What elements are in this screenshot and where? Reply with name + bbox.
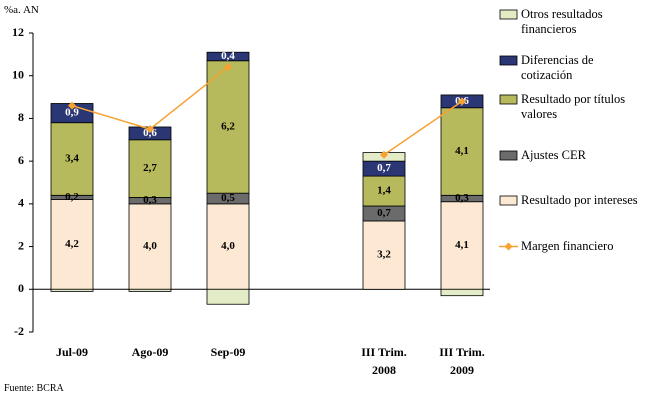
- bar-segment: [128, 203, 172, 290]
- bar-segment: [50, 199, 94, 290]
- bar-segment: [362, 175, 406, 207]
- value-label: 4,1: [455, 145, 469, 157]
- y-tick-label: 0: [18, 281, 24, 295]
- value-label: 4,2: [65, 238, 79, 250]
- bar-segment: [50, 122, 94, 196]
- bar-segment: [206, 203, 250, 290]
- legend-label: Otros resultados financieros: [521, 7, 603, 36]
- legend-swatch: [499, 55, 518, 66]
- bar-segment: [440, 201, 484, 290]
- y-tick-label: 6: [18, 153, 24, 167]
- y-axis-label: %a. AN: [4, 4, 39, 16]
- source-note: Fuente: BCRA: [4, 383, 64, 394]
- value-label: 6,2: [221, 121, 235, 133]
- value-label: 0,7: [377, 207, 391, 219]
- bar-segment: [128, 288, 172, 292]
- y-tick-label: 4: [18, 196, 24, 210]
- value-label: 0,2: [65, 191, 79, 203]
- y-tick-label: 10: [12, 67, 24, 81]
- line-marker: [68, 101, 76, 110]
- legend-marker: [504, 242, 513, 251]
- bar-segment: [206, 288, 250, 305]
- y-tick-label: 12: [12, 25, 24, 39]
- legend-label: Diferencias de cotización: [521, 53, 594, 82]
- line-marker: [224, 63, 232, 72]
- bar-segment: [440, 107, 484, 196]
- x-tick-label: Ago-09: [131, 345, 169, 359]
- legend-label: Ajustes CER: [521, 148, 586, 162]
- value-label: 3,2: [377, 249, 391, 261]
- legend-label: Resultado por títulos valores: [521, 92, 626, 121]
- value-label: 0,3: [455, 192, 469, 204]
- legend-label: Resultado por intereses: [521, 193, 638, 207]
- value-label: 0,9: [65, 107, 79, 119]
- value-label: 1,4: [377, 185, 391, 197]
- bar-segment: [128, 139, 172, 198]
- value-label: 3,4: [65, 153, 79, 165]
- value-label: 2,7: [143, 162, 157, 174]
- line-marker: [458, 97, 466, 106]
- value-label: 4,0: [221, 240, 235, 252]
- x-tick-label: III Trim. 2008: [361, 345, 407, 377]
- line-marker: [380, 150, 388, 159]
- bar-segment: [50, 288, 94, 292]
- legend-swatch: [499, 9, 518, 20]
- x-tick-label: III Trim. 2009: [439, 345, 485, 377]
- value-label: 0,5: [221, 192, 235, 204]
- y-tick-label: 2: [18, 238, 24, 252]
- value-label: 0,4: [221, 50, 235, 62]
- value-label: 4,0: [143, 240, 157, 252]
- value-label: 0,7: [377, 162, 391, 174]
- legend-swatch: [499, 150, 518, 161]
- x-tick-label: Sep-09: [210, 345, 246, 359]
- y-tick-label: -2: [14, 324, 24, 338]
- bar-segment: [206, 51, 250, 62]
- bar-segment: [206, 60, 250, 194]
- x-tick-label: Jul-09: [55, 345, 88, 359]
- value-label: 0,3: [143, 194, 157, 206]
- legend-swatch: [499, 195, 518, 206]
- legend-label: Margen financiero: [521, 239, 614, 253]
- line-series: [383, 100, 463, 156]
- line-series: [71, 66, 229, 130]
- bar-segment: [440, 288, 484, 297]
- value-label: 4,1: [455, 239, 469, 251]
- line-marker: [146, 125, 154, 134]
- y-tick-label: 8: [18, 110, 24, 124]
- legend-swatch: [499, 94, 518, 105]
- value-label: 0,6: [143, 127, 157, 139]
